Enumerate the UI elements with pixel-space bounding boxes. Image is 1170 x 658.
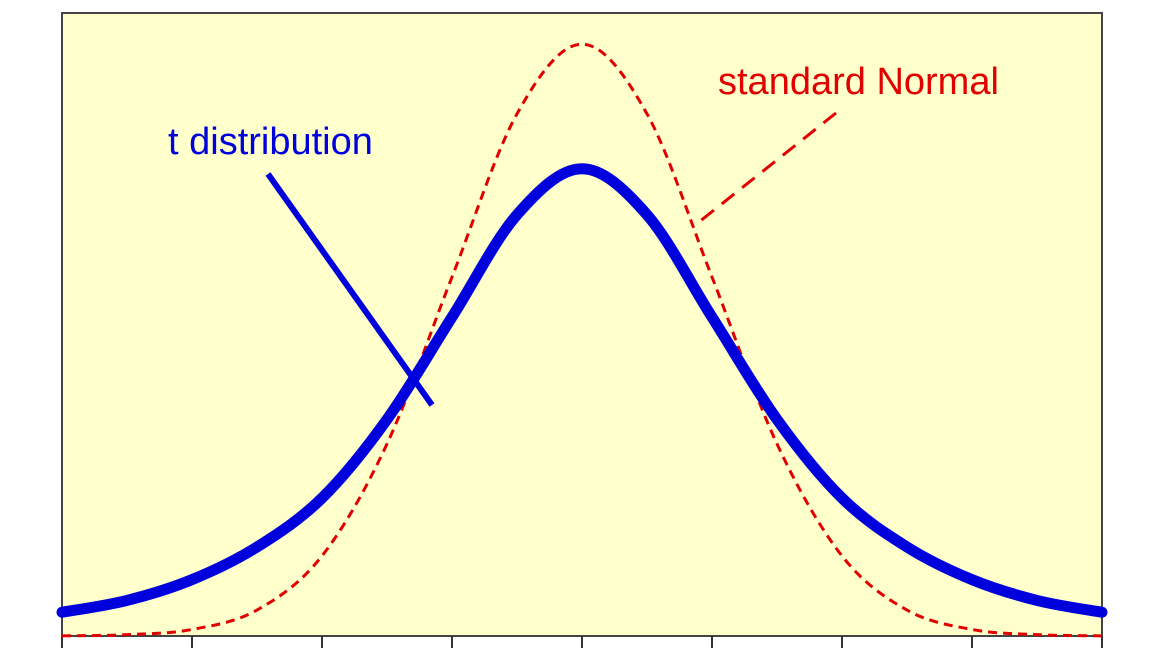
series-layer xyxy=(56,42,1108,638)
t-distribution-label: t distribution xyxy=(168,121,373,163)
t-distribution-curve xyxy=(56,163,1108,618)
standard-normal-curve xyxy=(61,42,1103,638)
x-axis-ticks xyxy=(61,636,1103,648)
standard-normal-label: standard Normal xyxy=(718,61,999,103)
t-distribution-pointer xyxy=(265,172,435,407)
standard-normal-pointer xyxy=(693,111,837,228)
plot-area xyxy=(61,12,1103,637)
